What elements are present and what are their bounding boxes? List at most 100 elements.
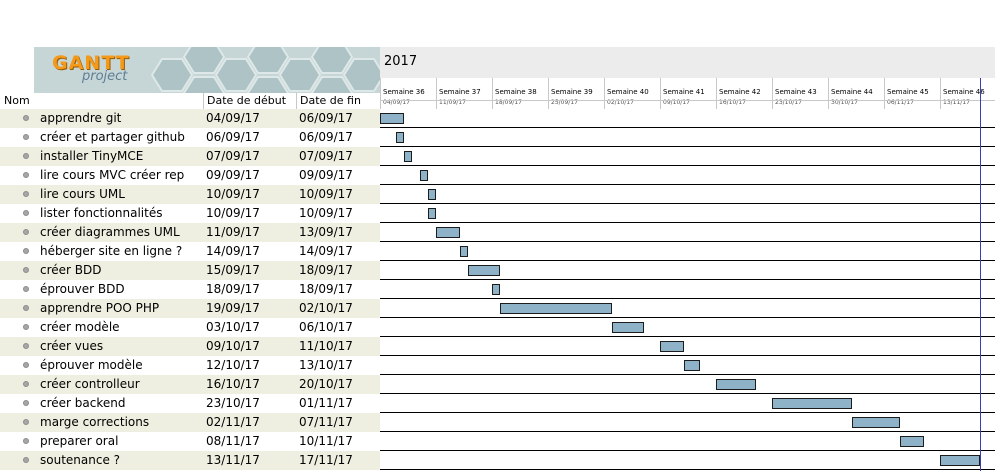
task-row[interactable]: créer BDD 15/09/17 18/09/17 <box>0 261 380 280</box>
task-bar[interactable] <box>492 284 500 295</box>
task-bar[interactable] <box>684 360 700 371</box>
task-bar[interactable] <box>852 417 900 428</box>
week-label: Semaine 44 <box>831 88 873 96</box>
task-bar[interactable] <box>940 455 980 466</box>
task-row[interactable]: installer TinyMCE 07/09/17 07/09/17 <box>0 147 380 166</box>
task-start-date: 15/09/17 <box>206 263 260 277</box>
task-row[interactable]: créer vues 09/10/17 11/10/17 <box>0 337 380 356</box>
column-header-end[interactable]: Date de fin <box>300 94 361 107</box>
task-bullet-icon <box>23 229 29 235</box>
task-bullet-icon <box>23 324 29 330</box>
task-bar[interactable] <box>404 151 412 162</box>
week-label: Semaine 36 <box>383 88 425 96</box>
task-bar[interactable] <box>380 113 404 124</box>
task-name: preparer oral <box>40 434 119 448</box>
task-end-date: 07/11/17 <box>299 415 353 429</box>
week-start-date: 11/09/17 <box>439 99 466 106</box>
hexagon-pattern-icon <box>150 47 380 93</box>
week-start-date: 18/09/17 <box>495 99 522 106</box>
task-end-date: 14/09/17 <box>299 244 353 258</box>
task-bullet-icon <box>23 115 29 121</box>
task-end-date: 11/10/17 <box>299 339 353 353</box>
task-row[interactable]: créer backend 23/10/17 01/11/17 <box>0 394 380 413</box>
timeline-week-cell: Semaine 41 09/10/17 <box>660 78 717 109</box>
task-bar[interactable] <box>460 246 468 257</box>
task-bar[interactable] <box>612 322 644 333</box>
task-bar[interactable] <box>428 189 436 200</box>
task-end-date: 07/09/17 <box>299 149 353 163</box>
task-row[interactable]: lire cours MVC créer rep 09/09/17 09/09/17 <box>0 166 380 185</box>
task-name: éprouver modèle <box>40 358 143 372</box>
task-name: créer et partager github <box>40 130 185 144</box>
timeline-week-cell: Semaine 46 13/11/17 <box>940 78 995 109</box>
task-name: apprendre git <box>40 111 122 125</box>
task-name: apprendre POO PHP <box>40 301 160 315</box>
task-start-date: 03/10/17 <box>206 320 260 334</box>
task-row[interactable]: créer et partager github 06/09/17 06/09/17 <box>0 128 380 147</box>
task-bar[interactable] <box>500 303 612 314</box>
gantt-row <box>380 261 995 280</box>
task-start-date: 09/10/17 <box>206 339 260 353</box>
task-name: héberger site en ligne ? <box>40 244 183 258</box>
task-row[interactable]: créer controlleur 16/10/17 20/10/17 <box>0 375 380 394</box>
task-bullet-icon <box>23 191 29 197</box>
week-start-date: 25/09/17 <box>551 99 578 106</box>
task-bar[interactable] <box>468 265 500 276</box>
week-label: Semaine 41 <box>663 88 705 96</box>
task-bar[interactable] <box>900 436 924 447</box>
task-bar[interactable] <box>428 208 436 219</box>
timeline-week-cell: Semaine 43 23/10/17 <box>772 78 829 109</box>
today-marker-line <box>980 78 981 471</box>
task-bar[interactable] <box>420 170 428 181</box>
task-start-date: 02/11/17 <box>206 415 260 429</box>
task-row[interactable]: lister fonctionnalités 10/09/17 10/09/17 <box>0 204 380 223</box>
task-start-date: 12/10/17 <box>206 358 260 372</box>
task-bullet-icon <box>23 172 29 178</box>
task-row[interactable]: héberger site en ligne ? 14/09/17 14/09/17 <box>0 242 380 261</box>
task-bullet-icon <box>23 153 29 159</box>
task-row[interactable]: créer diagrammes UML 11/09/17 13/09/17 <box>0 223 380 242</box>
timeline-week-cell: Semaine 42 16/10/17 <box>716 78 773 109</box>
task-row[interactable]: éprouver modèle 12/10/17 13/10/17 <box>0 356 380 375</box>
gantt-row <box>380 394 995 413</box>
column-separator[interactable] <box>296 93 297 109</box>
task-bullet-icon <box>23 457 29 463</box>
task-bar[interactable] <box>772 398 852 409</box>
task-end-date: 10/09/17 <box>299 187 353 201</box>
task-start-date: 04/09/17 <box>206 111 260 125</box>
column-separator[interactable] <box>203 93 204 109</box>
task-row[interactable]: marge corrections 02/11/17 07/11/17 <box>0 413 380 432</box>
week-start-date: 02/10/17 <box>607 99 634 106</box>
gantt-chart-area <box>380 109 995 470</box>
task-name: créer diagrammes UML <box>40 225 180 239</box>
task-row[interactable]: créer modèle 03/10/17 06/10/17 <box>0 318 380 337</box>
task-row[interactable]: soutenance ? 13/11/17 17/11/17 <box>0 451 380 470</box>
gantt-row <box>380 185 995 204</box>
task-bullet-icon <box>23 381 29 387</box>
task-bar[interactable] <box>436 227 460 238</box>
week-start-date: 16/10/17 <box>719 99 746 106</box>
task-name: lire cours UML <box>40 187 125 201</box>
column-header-name[interactable]: Nom <box>4 94 30 107</box>
task-row[interactable]: éprouver BDD 18/09/17 18/09/17 <box>0 280 380 299</box>
task-start-date: 07/09/17 <box>206 149 260 163</box>
task-bar[interactable] <box>660 341 684 352</box>
task-row[interactable]: lire cours UML 10/09/17 10/09/17 <box>0 185 380 204</box>
timeline-week-cell: Semaine 37 11/09/17 <box>436 78 493 109</box>
timeline-year-bar: 2017 <box>380 47 995 78</box>
task-end-date: 10/09/17 <box>299 206 353 220</box>
gantt-row <box>380 375 995 394</box>
task-end-date: 18/09/17 <box>299 282 353 296</box>
task-name: marge corrections <box>40 415 150 429</box>
task-bar[interactable] <box>396 132 404 143</box>
timeline-week-cell: Semaine 45 06/11/17 <box>884 78 941 109</box>
week-label: Semaine 40 <box>607 88 649 96</box>
task-row[interactable]: preparer oral 08/11/17 10/11/17 <box>0 432 380 451</box>
column-header-start[interactable]: Date de début <box>207 94 287 107</box>
task-start-date: 06/09/17 <box>206 130 260 144</box>
task-bullet-icon <box>23 400 29 406</box>
task-row[interactable]: apprendre POO PHP 19/09/17 02/10/17 <box>0 299 380 318</box>
task-row[interactable]: apprendre git 04/09/17 06/09/17 <box>0 109 380 128</box>
week-start-date: 09/10/17 <box>663 99 690 106</box>
task-bar[interactable] <box>716 379 756 390</box>
